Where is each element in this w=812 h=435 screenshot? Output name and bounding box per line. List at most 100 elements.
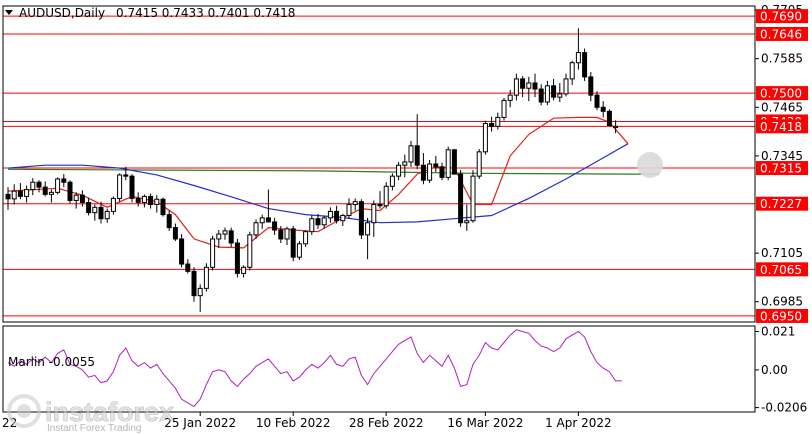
candle xyxy=(396,161,402,181)
candle xyxy=(210,235,216,271)
candle-body xyxy=(228,230,234,244)
candle xyxy=(420,153,426,185)
candle-body xyxy=(563,78,569,95)
candle xyxy=(17,183,23,200)
candle xyxy=(104,208,110,223)
candle xyxy=(334,205,340,224)
candle xyxy=(290,225,296,262)
candle-body xyxy=(129,175,135,199)
candle xyxy=(129,174,135,203)
candle-body xyxy=(377,204,383,207)
level-tag xyxy=(756,161,808,176)
candle-body xyxy=(495,116,501,127)
candle-body xyxy=(315,218,321,226)
price-tick-label: 0.7105 xyxy=(761,246,803,260)
candle-body xyxy=(135,197,141,203)
watermark-logo: instaforex Instant Forex Trading xyxy=(7,394,174,434)
candle xyxy=(606,109,612,127)
candle xyxy=(24,185,30,203)
candle xyxy=(253,219,259,239)
candle xyxy=(569,60,575,85)
candle xyxy=(259,214,265,229)
candle-body xyxy=(222,230,228,235)
candle-body xyxy=(216,233,222,240)
price-pane xyxy=(3,15,755,317)
candle xyxy=(36,180,42,193)
candle xyxy=(501,97,507,121)
candle-body xyxy=(501,99,507,118)
candle xyxy=(408,140,414,167)
level-tag-label: 0.7227 xyxy=(760,197,802,211)
candle xyxy=(445,146,451,181)
candle-body xyxy=(365,222,371,236)
candle xyxy=(172,223,178,241)
candle xyxy=(495,112,501,130)
candle-body xyxy=(414,145,420,166)
candle-body xyxy=(358,201,364,236)
candle-body xyxy=(569,62,575,80)
candle-body xyxy=(166,214,172,229)
candle xyxy=(464,204,470,231)
price-tick-label: 0.7345 xyxy=(761,149,803,163)
candle xyxy=(303,230,309,248)
candle-body xyxy=(303,231,309,245)
candle xyxy=(588,72,594,102)
candle xyxy=(185,259,191,274)
level-tag xyxy=(756,119,808,134)
candle-body xyxy=(594,94,600,108)
candle-body xyxy=(557,93,563,98)
candle-body xyxy=(48,191,54,195)
candle-body xyxy=(17,190,23,197)
candle-body xyxy=(526,82,532,89)
candle xyxy=(427,159,433,184)
time-tick-label: 28 Feb 2022 xyxy=(349,416,424,430)
candle-body xyxy=(92,206,98,214)
dropdown-arrow-icon[interactable] xyxy=(5,10,13,15)
candle-body xyxy=(265,217,271,223)
indicator-tick-label: 0.021 xyxy=(761,324,795,338)
candle xyxy=(476,149,482,179)
candle xyxy=(371,200,377,237)
candle xyxy=(191,267,197,302)
candle xyxy=(594,91,600,111)
candle xyxy=(458,170,464,227)
candle-body xyxy=(284,228,290,240)
candle xyxy=(160,197,166,217)
candle-body xyxy=(600,106,606,112)
level-tag xyxy=(756,86,808,101)
candle xyxy=(234,238,240,278)
candle xyxy=(507,89,513,108)
candle xyxy=(414,114,420,170)
candle xyxy=(296,240,302,261)
candle xyxy=(520,76,526,98)
candle-body xyxy=(278,229,284,240)
candle-body xyxy=(191,270,197,297)
level-tag-label: 0.7065 xyxy=(760,263,802,277)
candle xyxy=(117,173,123,202)
candle-body xyxy=(11,190,17,200)
candle xyxy=(197,284,203,312)
candle xyxy=(241,265,247,278)
candle xyxy=(5,187,11,210)
candle-body xyxy=(5,193,11,200)
candle-body xyxy=(148,195,154,206)
candle xyxy=(272,217,278,235)
candle xyxy=(526,76,532,102)
candle-body xyxy=(582,52,588,78)
candle-body xyxy=(98,206,104,220)
brand-logo-icon xyxy=(7,394,41,428)
candle xyxy=(402,154,408,178)
candle xyxy=(67,180,73,204)
candle-body xyxy=(241,266,247,274)
candle-body xyxy=(606,110,612,127)
candle xyxy=(563,73,569,97)
candle xyxy=(11,184,17,205)
candle-body xyxy=(538,88,544,103)
candle-body xyxy=(396,164,402,177)
candle-body xyxy=(24,189,30,197)
candle-body xyxy=(110,197,116,212)
candle-body xyxy=(30,181,36,191)
candle-body xyxy=(383,185,389,207)
candle xyxy=(532,73,538,98)
